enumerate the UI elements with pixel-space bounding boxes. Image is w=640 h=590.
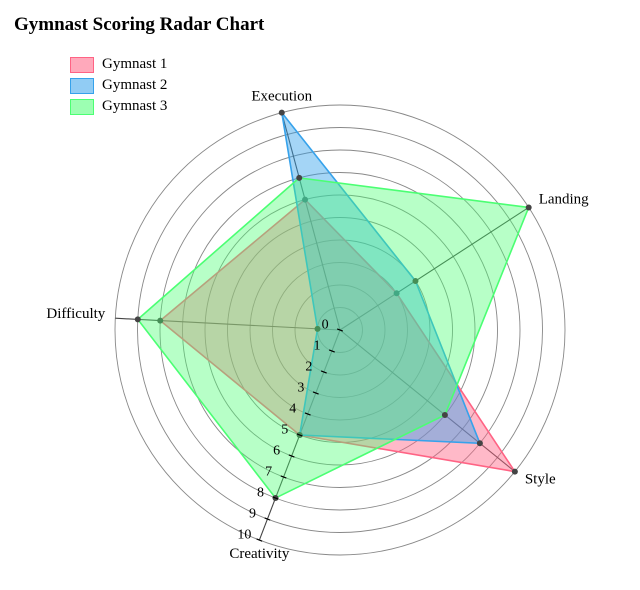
legend-swatch <box>70 99 94 115</box>
legend-item: Gymnast 1 <box>70 56 167 73</box>
legend-label: Gymnast 3 <box>102 98 167 115</box>
axis-label: Creativity <box>229 546 289 562</box>
axis-label: Difficulty <box>46 306 105 322</box>
axis-label: Landing <box>539 191 589 207</box>
series-point <box>512 469 518 475</box>
legend-label: Gymnast 2 <box>102 77 167 94</box>
axis-tick-label: 9 <box>249 506 256 521</box>
axis-tick-label: 8 <box>257 485 264 500</box>
series-point <box>279 110 285 116</box>
axis-tick-label: 0 <box>322 317 329 332</box>
axis-tick-label: 10 <box>237 527 251 542</box>
legend-swatch <box>70 57 94 73</box>
series-point <box>442 412 448 418</box>
series-point <box>526 204 532 210</box>
series-point <box>477 440 483 446</box>
legend-label: Gymnast 1 <box>102 56 167 73</box>
axis-tick-label: 1 <box>313 338 320 353</box>
axis-tick-label: 5 <box>281 422 288 437</box>
axis-label: Style <box>525 472 556 488</box>
legend-swatch <box>70 78 94 94</box>
legend-item: Gymnast 3 <box>70 98 167 115</box>
series-point <box>135 316 141 322</box>
axis-label: Execution <box>251 89 312 105</box>
legend-item: Gymnast 2 <box>70 77 167 94</box>
legend: Gymnast 1 Gymnast 2 Gymnast 3 <box>70 56 167 119</box>
axis-tick-label: 3 <box>297 380 304 395</box>
axis-tick-label: 6 <box>273 443 280 458</box>
axis-tick-label: 7 <box>265 464 272 479</box>
page-title: Gymnast Scoring Radar Chart <box>14 14 264 36</box>
series-point <box>296 175 302 181</box>
axis-tick-label: 2 <box>305 359 312 374</box>
axis-tick-label: 4 <box>289 401 296 416</box>
